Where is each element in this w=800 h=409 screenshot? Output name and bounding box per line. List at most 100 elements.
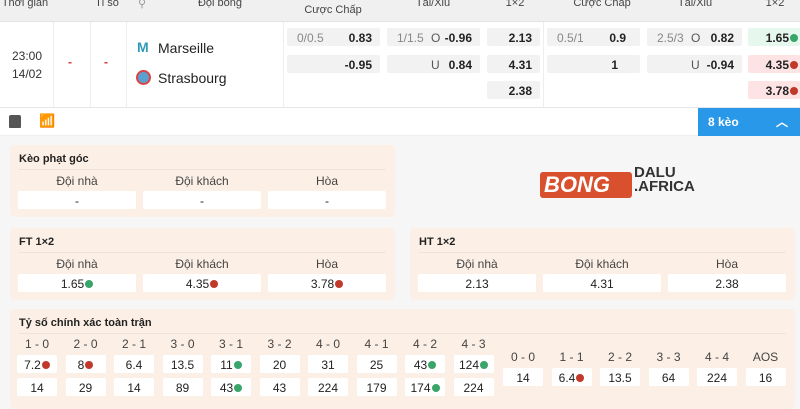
corner-draw[interactable]: - bbox=[268, 191, 386, 209]
score-odds[interactable]: 224 bbox=[308, 378, 348, 396]
score-label: 4 - 4 bbox=[704, 350, 729, 364]
header-score: Tỉ số bbox=[95, 0, 119, 9]
corner-title: Kèo phạt góc bbox=[19, 153, 89, 165]
score-label: 2 - 1 bbox=[121, 337, 146, 351]
score-odds[interactable]: 31 bbox=[308, 355, 348, 373]
score-label: 2 - 0 bbox=[73, 337, 98, 351]
ft-1x2-title: FT 1×2 bbox=[19, 236, 55, 248]
trend-up-icon bbox=[85, 280, 94, 288]
ht-home-odds[interactable]: 2.13 bbox=[418, 274, 536, 292]
score-odds[interactable]: 25 bbox=[356, 355, 397, 373]
score-odds[interactable]: 16 bbox=[745, 368, 786, 386]
ht-away-odds[interactable]: 4.31 bbox=[543, 274, 661, 292]
ht-draw-odds[interactable]: 2.38 bbox=[668, 274, 786, 292]
bongdalu-logo: BONG DALU .AFRICA bbox=[540, 160, 695, 200]
ft-1x2-draw[interactable]: 2.38 bbox=[487, 81, 540, 99]
score-odds[interactable]: 43 bbox=[405, 355, 445, 373]
col-label: Đội khách bbox=[575, 257, 629, 271]
table-header: Thời gian Tỉ số ⚲ Đội bóng Cược Chấp Tài… bbox=[0, 0, 800, 22]
chevron-up-icon: ︿ bbox=[775, 115, 788, 129]
score-odds[interactable]: 20 bbox=[259, 355, 300, 373]
col-label: Đội nhà bbox=[56, 257, 98, 271]
score-odds[interactable]: 14 bbox=[503, 368, 543, 386]
trend-up-icon bbox=[431, 384, 440, 392]
score-odds[interactable]: 14 bbox=[114, 378, 154, 396]
ht-1x2-draw[interactable]: 3.78 bbox=[748, 81, 800, 99]
shirt-icon[interactable] bbox=[9, 115, 21, 128]
trend-up-icon bbox=[790, 34, 798, 42]
col-label: Hòa bbox=[315, 257, 338, 271]
corner-panel: Kèo phạt góc Đội nhà Đội khách Hòa - - - bbox=[10, 145, 395, 217]
score-odds[interactable]: 124 bbox=[453, 355, 494, 373]
score-label: 2 - 2 bbox=[607, 350, 632, 364]
trend-up-icon bbox=[428, 361, 437, 369]
correct-score-panel: Tỷ số chính xác toàn trận 1 - 0 7.2 14 2 - … bbox=[10, 309, 795, 409]
score-odds[interactable]: 14 bbox=[17, 378, 57, 396]
more-odds-button[interactable]: 8 kèo ︿ bbox=[698, 108, 800, 136]
score-odds[interactable]: 174 bbox=[405, 378, 445, 396]
ft-hdp-home[interactable]: 0/0.5 0.83 bbox=[287, 28, 380, 46]
score-odds[interactable]: 8 bbox=[65, 355, 106, 373]
ft-ou-under[interactable]: U 0.84 bbox=[387, 55, 480, 73]
score-label: 3 - 2 bbox=[267, 337, 292, 351]
corner-away[interactable]: - bbox=[143, 191, 261, 209]
header-time: Thời gian bbox=[1, 0, 49, 9]
score-odds[interactable]: 43 bbox=[259, 378, 300, 396]
score-odds[interactable]: 13.5 bbox=[162, 355, 203, 373]
score-odds[interactable]: 224 bbox=[453, 378, 494, 396]
marseille-logo-icon: M bbox=[137, 39, 149, 55]
score-odds[interactable]: 29 bbox=[65, 378, 106, 396]
ht-hdp-home[interactable]: 0.5/1 0.9 bbox=[547, 28, 640, 46]
trend-up-icon bbox=[233, 361, 242, 369]
stats-icon[interactable]: 📶 bbox=[39, 113, 56, 128]
score-odds[interactable]: 64 bbox=[648, 368, 689, 386]
header-ht-1x2: 1×2 bbox=[765, 0, 785, 9]
score-odds[interactable]: 89 bbox=[162, 378, 203, 396]
ht-ou-over[interactable]: 2.5/3 O 0.82 bbox=[647, 28, 742, 46]
strasbourg-logo-icon bbox=[136, 70, 151, 85]
score-label: 4 - 2 bbox=[412, 337, 437, 351]
score-odds[interactable]: 11 bbox=[211, 355, 251, 373]
score-away: - bbox=[104, 55, 108, 69]
trend-up-icon bbox=[480, 361, 489, 369]
ht-1x2-home[interactable]: 1.65 bbox=[748, 28, 800, 46]
score-label: AOS bbox=[752, 350, 779, 364]
match-date: 14/02 bbox=[12, 67, 43, 81]
col-label: Đội khách bbox=[175, 174, 229, 188]
score-odds[interactable]: 43 bbox=[211, 378, 251, 396]
home-team[interactable]: Marseille bbox=[158, 40, 215, 56]
score-odds[interactable]: 6.4 bbox=[114, 355, 154, 373]
score-odds[interactable]: 179 bbox=[356, 378, 397, 396]
header-team: Đội bóng bbox=[197, 0, 243, 9]
match-row[interactable]: 23:00 14/02 - - M Marseille Strasbourg 0… bbox=[0, 22, 800, 108]
score-odds[interactable]: 7.2 bbox=[17, 355, 57, 373]
away-team[interactable]: Strasbourg bbox=[158, 70, 227, 86]
trend-down-icon bbox=[790, 61, 798, 69]
col-label: Đội nhà bbox=[456, 257, 498, 271]
ft-1x2-home[interactable]: 2.13 bbox=[487, 28, 540, 46]
header-ht-ou: Tài/Xỉu bbox=[677, 0, 713, 9]
score-odds[interactable]: 6.4 bbox=[551, 368, 592, 386]
ft-draw-odds[interactable]: 3.78 bbox=[268, 274, 386, 292]
corner-home[interactable]: - bbox=[18, 191, 136, 209]
ft-1x2-away[interactable]: 4.31 bbox=[487, 55, 540, 73]
score-odds[interactable]: 224 bbox=[697, 368, 737, 386]
trend-down-icon bbox=[210, 280, 219, 288]
ft-hdp-away[interactable]: -0.95 bbox=[287, 55, 380, 73]
ht-1x2-panel: HT 1×2 Đội nhà Đội khách Hòa 2.13 4.31 2… bbox=[410, 228, 795, 300]
header-ft-handicap: Cược Chấp bbox=[304, 4, 362, 16]
match-time: 23:00 bbox=[12, 49, 43, 63]
score-label: 3 - 0 bbox=[170, 337, 195, 351]
trend-down-icon bbox=[335, 280, 344, 288]
score-label: 4 - 1 bbox=[364, 337, 389, 351]
pitch-icon: ⚲ bbox=[137, 0, 147, 10]
ht-ou-under[interactable]: U -0.94 bbox=[647, 55, 742, 73]
ft-ou-over[interactable]: 1/1.5 O -0.96 bbox=[387, 28, 480, 46]
score-odds[interactable]: 13.5 bbox=[600, 368, 640, 386]
score-home: - bbox=[68, 55, 72, 69]
ht-hdp-away[interactable]: 1 bbox=[547, 55, 640, 73]
ft-home-odds[interactable]: 1.65 bbox=[18, 274, 136, 292]
score-label: 1 - 1 bbox=[559, 350, 584, 364]
ht-1x2-away[interactable]: 4.35 bbox=[748, 55, 800, 73]
ft-away-odds[interactable]: 4.35 bbox=[143, 274, 261, 292]
